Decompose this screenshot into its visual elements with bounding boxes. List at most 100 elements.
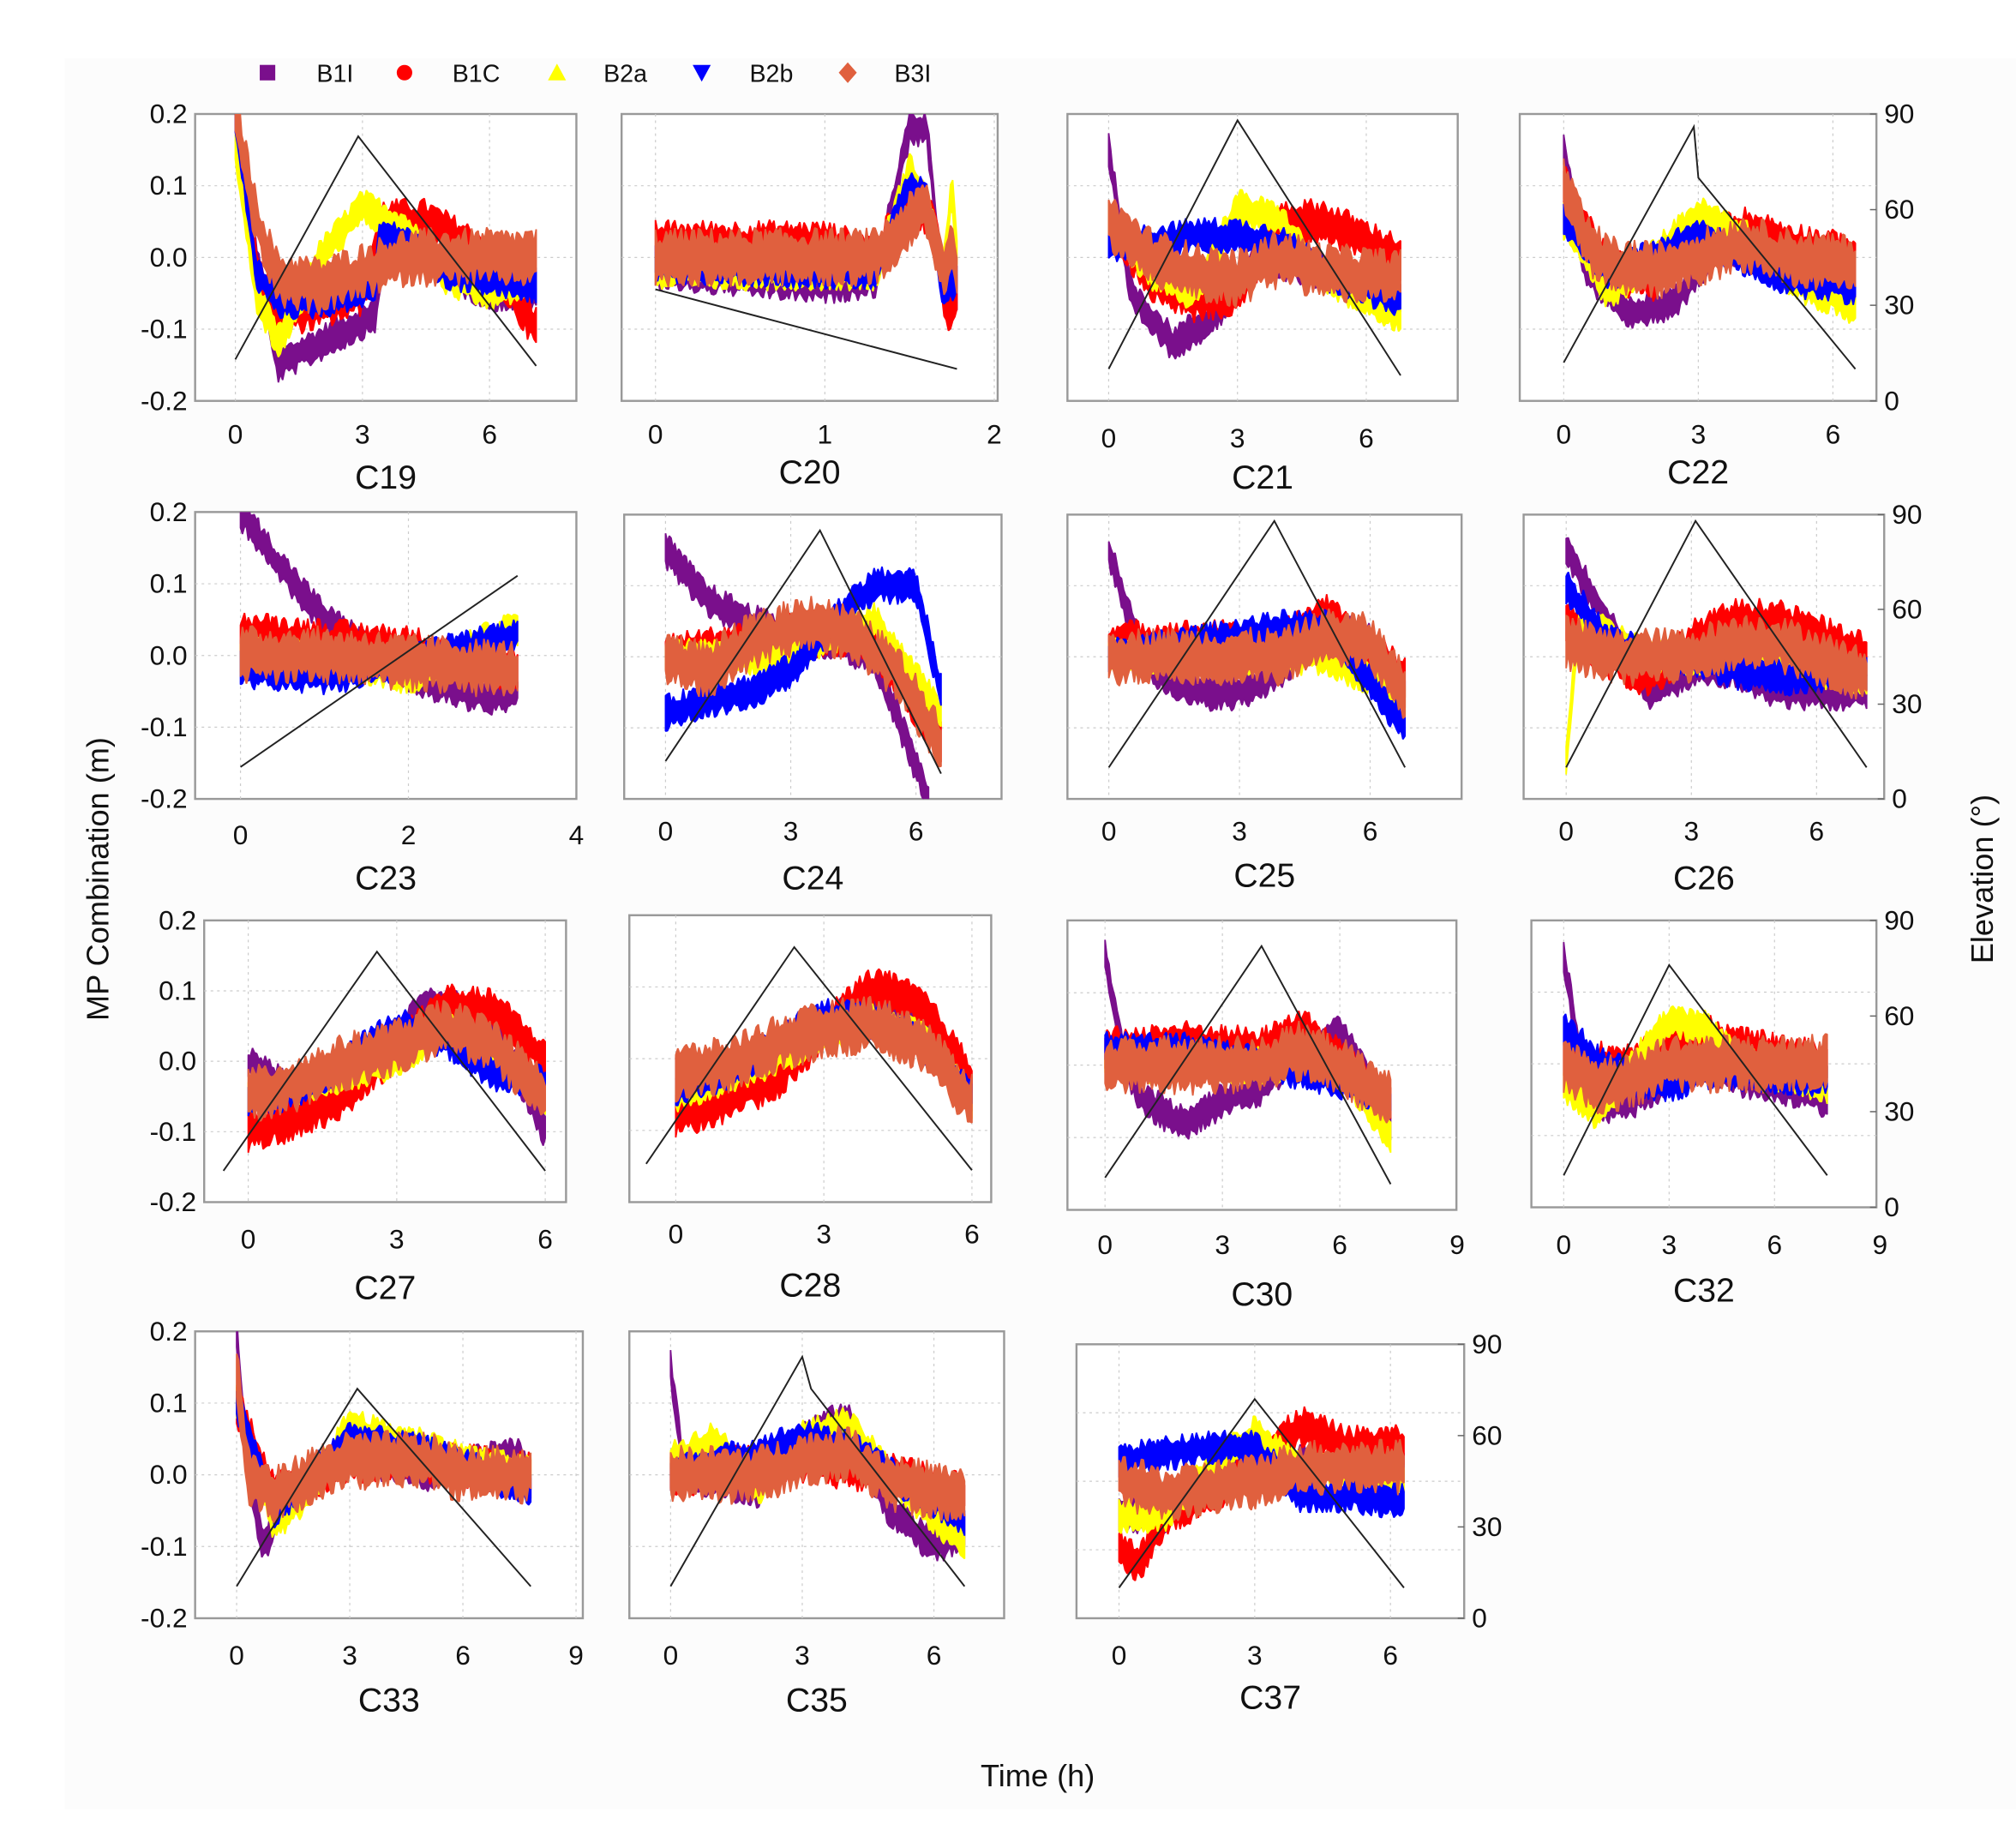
y-axis-label: MP Combination (m): [81, 737, 116, 1021]
panel-C35: 0 3 6 C35: [628, 1330, 1005, 1719]
data-layer: [239, 512, 519, 768]
y-tick-label: 0.1: [150, 568, 188, 599]
x-tick-label: 6: [909, 815, 924, 846]
y2-tick-label: 30: [1892, 688, 1922, 719]
elevation-line-C27: [222, 950, 546, 1172]
x-tick-label: 3: [355, 418, 370, 449]
x-tick-label: 3: [1662, 1229, 1677, 1260]
panel-title: C37: [1239, 1679, 1301, 1716]
series-B3I-C24: [664, 596, 942, 768]
panel-C20: 0 1 2 C20: [620, 112, 1002, 491]
legend-marker-B1I: [260, 64, 276, 81]
legend-label-B3I: B3I: [894, 60, 931, 87]
x-tick-label: 0: [1112, 1640, 1127, 1671]
x-tick-label: 0: [1101, 423, 1117, 453]
y-tick-label: 0.0: [150, 242, 188, 273]
y-tick-label: 0.0: [159, 1046, 196, 1077]
series-B3I-C28: [675, 995, 973, 1124]
x-tick-label: 6: [482, 418, 497, 449]
y2-tick-label: 90: [1884, 904, 1914, 935]
series-B3I-C32: [1563, 1033, 1828, 1115]
x-tick-label: 0: [1557, 1229, 1572, 1260]
panel-C26: 0 3 6 90 60 30 0 C26: [1522, 499, 1922, 897]
x-tick-label: 3: [1230, 423, 1245, 453]
panel-C23: 0 2 4 0.2 0.1 0.0 -0.1 -0.2 C23: [141, 496, 584, 897]
y2-tick-label: 0: [1472, 1603, 1487, 1634]
elevation-line-C21: [1107, 118, 1401, 376]
legend-marker-B3I: [838, 62, 857, 83]
x-tick-label: 2: [987, 418, 1002, 449]
elevation-line-C37: [1118, 1397, 1405, 1588]
x-tick-label: 0: [663, 1640, 679, 1671]
series-B3I-C27: [247, 999, 546, 1122]
y-tick-label: 0.2: [150, 496, 188, 527]
y2-tick-label: 60: [1884, 194, 1914, 225]
panel-title: C22: [1667, 454, 1729, 491]
y-tick-label: 0.2: [150, 1316, 188, 1347]
x-tick-label: 0: [233, 819, 249, 850]
x-tick-label: 6: [1383, 1640, 1398, 1671]
elevation-line-C20: [655, 288, 957, 370]
elevation-line-C30: [1104, 944, 1392, 1185]
series-B3I-C20: [654, 184, 958, 296]
legend-marker-B2a: [548, 63, 567, 81]
x-tick-label: 9: [1449, 1229, 1465, 1260]
x-tick-label: 3: [1215, 1229, 1230, 1260]
data-layer: [234, 113, 537, 383]
y-tick-label: -0.1: [150, 1116, 197, 1147]
series-B3I-C19: [234, 113, 537, 315]
x-tick-label: 0: [1557, 418, 1572, 449]
x-tick-label: 6: [537, 1224, 553, 1255]
y2-tick-label: 0: [1884, 1191, 1899, 1222]
x-tick-label: 0: [1101, 815, 1117, 846]
x-axis-label: Time (h): [981, 1758, 1095, 1793]
panel-C21: 0 3 6 C21: [1066, 112, 1459, 496]
panel-C30: 0 3 6 9 C30: [1066, 919, 1465, 1313]
data-layer: [664, 528, 942, 800]
y2-tick-label: 0: [1892, 783, 1907, 814]
series-B3I-C26: [1565, 615, 1868, 699]
series-B2b-C37: [1118, 1430, 1405, 1519]
panel-title: C23: [355, 861, 417, 897]
y-tick-label: -0.2: [141, 1603, 188, 1634]
elevation-line-C25: [1107, 519, 1407, 768]
y2-tick-label: 30: [1884, 290, 1914, 321]
panel-title: C21: [1232, 459, 1293, 496]
y-tick-label: -0.2: [150, 1186, 197, 1217]
y-tick-label: -0.1: [141, 711, 188, 742]
series-B2b-C24: [664, 566, 942, 732]
x-tick-label: 6: [1826, 418, 1841, 449]
y-tick-label: 0.0: [150, 639, 188, 670]
y2-tick-label: 30: [1472, 1511, 1502, 1542]
x-tick-label: 6: [964, 1219, 980, 1250]
y2-tick-label: 60: [1892, 594, 1922, 625]
y-tick-label: -0.2: [141, 385, 188, 416]
legend-marker-B1C: [396, 64, 412, 81]
panel-title: C30: [1231, 1276, 1293, 1313]
x-tick-label: 6: [1767, 1229, 1782, 1260]
panel-C22: 0 3 6 90 60 30 0 C22: [1518, 99, 1914, 491]
x-tick-label: 3: [1691, 418, 1707, 449]
panel-C24: 0 3 6 C24: [623, 513, 1003, 897]
x-tick-label: 1: [818, 418, 833, 449]
x-tick-label: 6: [1359, 423, 1374, 453]
x-tick-label: 3: [816, 1219, 831, 1250]
panel-title: C32: [1673, 1273, 1735, 1310]
elevation-line-C28: [645, 945, 973, 1171]
x-tick-label: 3: [1247, 1640, 1263, 1671]
data-layer: [1565, 519, 1868, 775]
x-tick-label: 3: [389, 1224, 405, 1255]
x-tick-label: 0: [1097, 1229, 1113, 1260]
legend-label-B2a: B2a: [603, 60, 647, 87]
x-tick-label: 6: [927, 1640, 942, 1671]
x-tick-label: 9: [568, 1640, 584, 1671]
data-layer: [654, 113, 958, 370]
y-tick-label: 0.1: [159, 975, 196, 1006]
elevation-line-C35: [669, 1354, 966, 1587]
legend-label-B2b: B2b: [749, 60, 793, 87]
x-tick-label: 3: [1683, 815, 1699, 846]
y-tick-label: 0.1: [150, 1387, 188, 1418]
panel-title: C24: [782, 861, 843, 897]
legend: B1I B1C B2a B2b B3I: [260, 60, 931, 87]
panel-title: C35: [786, 1683, 848, 1719]
